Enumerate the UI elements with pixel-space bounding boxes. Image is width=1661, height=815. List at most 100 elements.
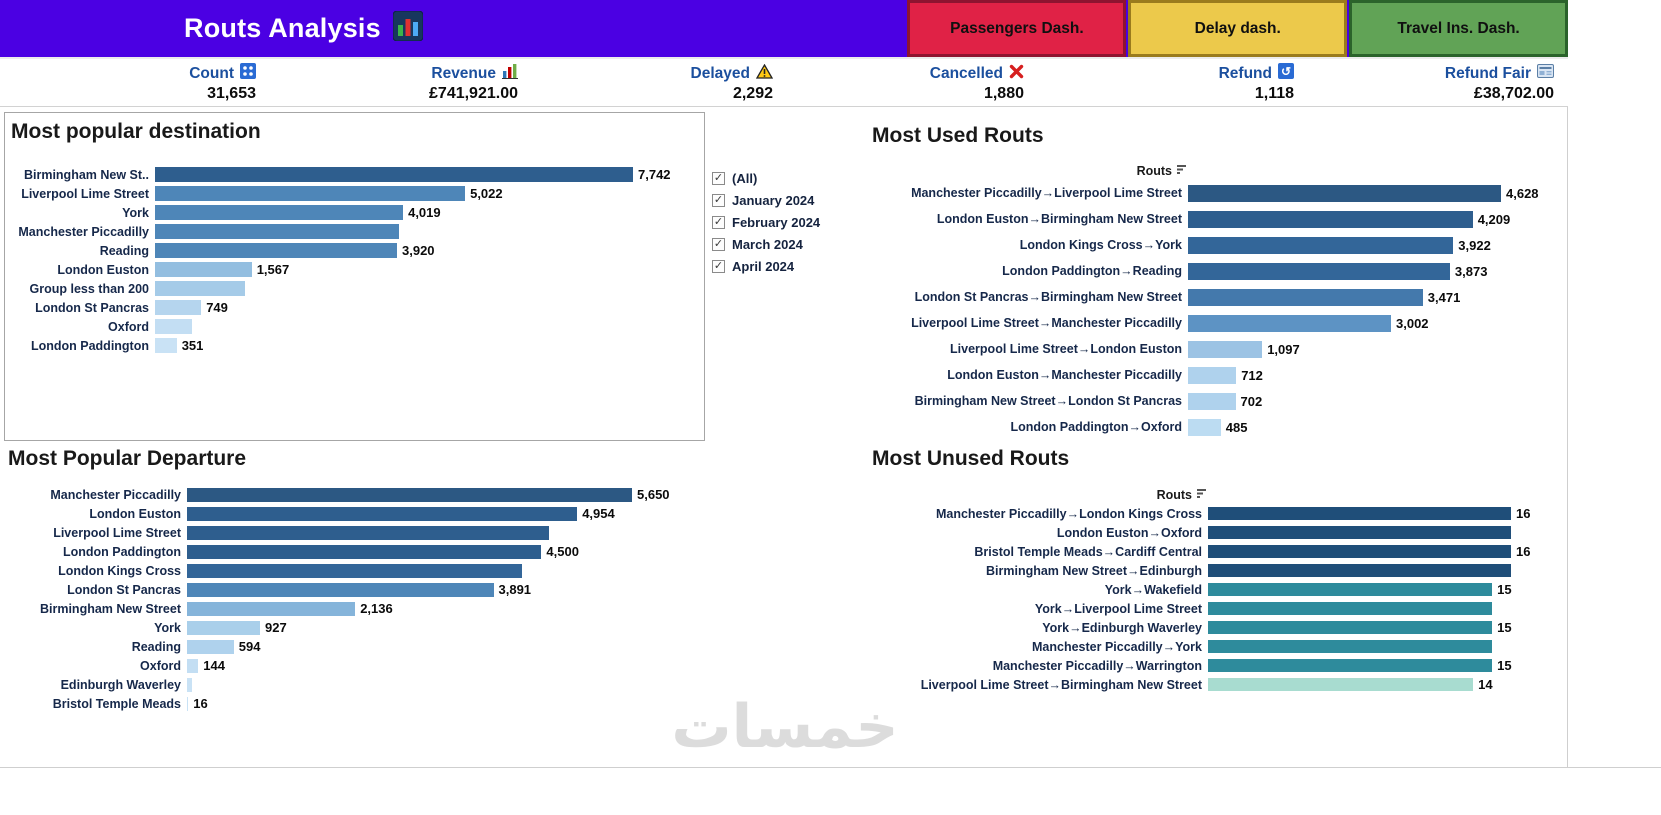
routs-column-header[interactable]: Routs — [872, 486, 1208, 504]
bar-row[interactable]: Reading 3,920 — [5, 241, 704, 260]
bar-row[interactable]: London Paddington→Oxford 485 — [872, 414, 1564, 440]
bar[interactable] — [1208, 583, 1493, 596]
bar[interactable] — [1208, 659, 1493, 672]
bar-row[interactable]: Bristol Temple Meads→Cardiff Central 16 — [872, 542, 1564, 561]
bar[interactable] — [1208, 602, 1493, 615]
bar-row[interactable]: London St Pancras→Birmingham New Street 3… — [872, 284, 1564, 310]
bar-row[interactable]: Group less than 200 — [5, 279, 704, 298]
bar-row[interactable]: Manchester Piccadilly→Liverpool Lime Str… — [872, 180, 1564, 206]
bar-row[interactable]: Birmingham New St.. 7,742 — [5, 165, 704, 184]
bar[interactable] — [187, 620, 260, 635]
bar-row[interactable]: Liverpool Lime Street→London Euston 1,097 — [872, 336, 1564, 362]
bar-row[interactable]: Liverpool Lime Street→Manchester Piccadi… — [872, 310, 1564, 336]
bar-row[interactable]: Oxford — [5, 317, 704, 336]
sort-icon — [1177, 164, 1188, 178]
bar-row[interactable]: Birmingham New Street→Edinburgh — [872, 561, 1564, 580]
bar[interactable] — [155, 338, 177, 353]
bar-row[interactable]: Bristol Temple Meads 16 — [4, 694, 704, 713]
bar[interactable] — [1208, 545, 1511, 558]
delay-dash-button[interactable]: Delay dash. — [1128, 0, 1348, 57]
bar[interactable] — [1188, 210, 1473, 228]
bar[interactable] — [187, 563, 522, 578]
bar-row[interactable]: London Euston 4,954 — [4, 504, 704, 523]
bar[interactable] — [187, 506, 578, 521]
bar-row[interactable]: Liverpool Lime Street — [4, 523, 704, 542]
bar[interactable] — [1208, 621, 1493, 634]
filter-item[interactable]: ✓ January 2024 — [712, 189, 820, 211]
filter-item[interactable]: ✓ (All) — [712, 167, 820, 189]
bar[interactable] — [187, 639, 234, 654]
checkbox-icon[interactable]: ✓ — [712, 171, 725, 185]
bar-row[interactable]: London Paddington→Reading 3,873 — [872, 258, 1564, 284]
filter-item[interactable]: ✓ March 2024 — [712, 233, 820, 255]
bar-row[interactable]: London Euston→Birmingham New Street 4,209 — [872, 206, 1564, 232]
bar[interactable] — [155, 262, 252, 277]
checkbox-icon[interactable]: ✓ — [712, 237, 725, 251]
bar[interactable] — [155, 319, 192, 334]
bar[interactable] — [1188, 366, 1237, 384]
bar[interactable] — [155, 186, 466, 201]
bar[interactable] — [155, 224, 399, 239]
bar-row[interactable]: York 4,019 — [5, 203, 704, 222]
travel-ins-dash-button[interactable]: Travel Ins. Dash. — [1349, 0, 1568, 57]
bar[interactable] — [187, 525, 550, 540]
bar-row[interactable]: York→Liverpool Lime Street — [872, 599, 1564, 618]
bar[interactable] — [187, 582, 494, 597]
bar[interactable] — [187, 677, 192, 692]
bar-row[interactable]: Manchester Piccadilly 5,650 — [4, 485, 704, 504]
bar-row[interactable]: Reading 594 — [4, 637, 704, 656]
bar[interactable] — [187, 601, 356, 616]
bar-row[interactable]: London Euston 1,567 — [5, 260, 704, 279]
bar[interactable] — [1208, 526, 1511, 539]
bar[interactable] — [155, 300, 202, 315]
checkbox-icon[interactable]: ✓ — [712, 259, 725, 273]
bar-row[interactable]: York→Edinburgh Waverley 15 — [872, 618, 1564, 637]
checkbox-icon[interactable]: ✓ — [712, 215, 725, 229]
bar-row[interactable]: York→Wakefield 15 — [872, 580, 1564, 599]
bar-row[interactable]: York 927 — [4, 618, 704, 637]
bar-row[interactable]: London Kings Cross→York 3,922 — [872, 232, 1564, 258]
passengers-dash-button[interactable]: Passengers Dash. — [907, 0, 1127, 57]
bar[interactable] — [155, 243, 397, 258]
bar-row[interactable]: Liverpool Lime Street 5,022 — [5, 184, 704, 203]
bar[interactable] — [1188, 262, 1450, 280]
bar[interactable] — [187, 658, 199, 673]
filter-item[interactable]: ✓ April 2024 — [712, 255, 820, 277]
bar-row[interactable]: London Euston→Oxford — [872, 523, 1564, 542]
bar-row[interactable]: Birmingham New Street→London St Pancras 7… — [872, 388, 1564, 414]
bar-row[interactable]: Oxford 144 — [4, 656, 704, 675]
routs-column-header[interactable]: Routs — [872, 162, 1188, 180]
checkbox-icon[interactable]: ✓ — [712, 193, 725, 207]
bar[interactable] — [1188, 184, 1501, 202]
bar[interactable] — [1188, 314, 1391, 332]
bar-row[interactable]: Liverpool Lime Street→Birmingham New Str… — [872, 675, 1564, 694]
bar-row[interactable]: Manchester Piccadilly→Warrington 15 — [872, 656, 1564, 675]
bar[interactable] — [155, 205, 404, 220]
bar-row[interactable]: London Paddington 351 — [5, 336, 704, 355]
bar[interactable] — [187, 544, 542, 559]
bar-row[interactable]: London St Pancras 3,891 — [4, 580, 704, 599]
bar[interactable] — [187, 487, 632, 502]
bar[interactable] — [187, 696, 189, 711]
bar[interactable] — [1188, 418, 1221, 436]
bar-row[interactable]: London Euston→Manchester Piccadilly 712 — [872, 362, 1564, 388]
bar[interactable] — [1188, 288, 1423, 306]
bar-row[interactable]: Manchester Piccadilly→London Kings Cross… — [872, 504, 1564, 523]
bar[interactable] — [1208, 564, 1511, 577]
bar[interactable] — [1188, 340, 1263, 358]
filter-item[interactable]: ✓ February 2024 — [712, 211, 820, 233]
bar[interactable] — [1188, 392, 1236, 410]
bar-row[interactable]: Manchester Piccadilly→York — [872, 637, 1564, 656]
bar[interactable] — [155, 281, 245, 296]
bar-row[interactable]: Edinburgh Waverley — [4, 675, 704, 694]
bar[interactable] — [1208, 507, 1511, 520]
bar-row[interactable]: London Kings Cross — [4, 561, 704, 580]
bar-row[interactable]: Manchester Piccadilly — [5, 222, 704, 241]
bar[interactable] — [1188, 236, 1454, 254]
bar[interactable] — [1208, 640, 1493, 653]
bar[interactable] — [1208, 678, 1474, 691]
bar[interactable] — [155, 167, 633, 182]
bar-row[interactable]: London Paddington 4,500 — [4, 542, 704, 561]
bar-row[interactable]: Birmingham New Street 2,136 — [4, 599, 704, 618]
bar-row[interactable]: London St Pancras 749 — [5, 298, 704, 317]
